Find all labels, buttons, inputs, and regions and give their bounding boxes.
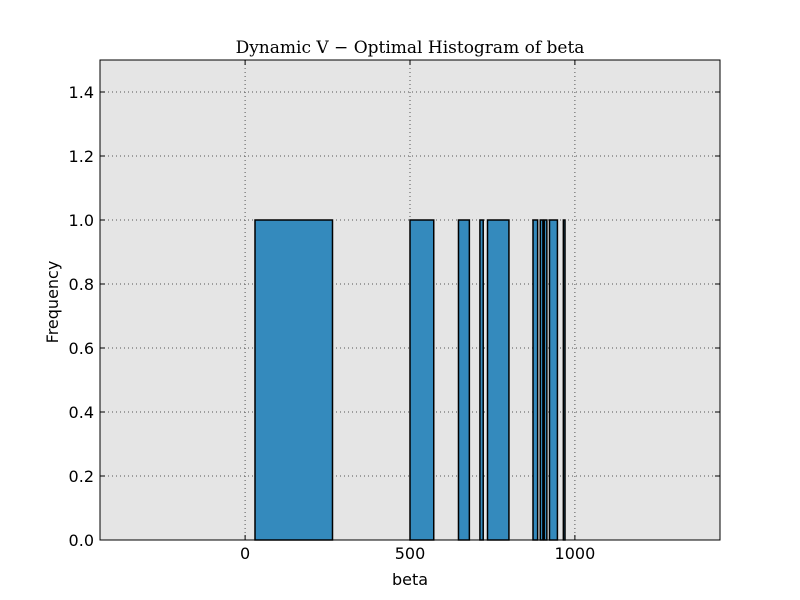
y-tick-label: 1.4 [69, 83, 94, 102]
x-axis-label: beta [392, 570, 428, 589]
y-tick-label: 0.4 [69, 403, 94, 422]
histogram-bar [457, 219, 471, 541]
histogram-bar [532, 219, 539, 541]
y-tick-label: 1.2 [69, 147, 94, 166]
histogram-bar [562, 219, 566, 541]
x-tick-label: 500 [395, 544, 426, 563]
histogram-bar [486, 219, 510, 541]
histogram-bar [548, 219, 559, 541]
y-tick-label: 1.0 [69, 211, 94, 230]
y-tick-label: 0.0 [69, 531, 94, 550]
y-axis-label: Frequency [43, 261, 62, 344]
y-tick-label: 0.2 [69, 467, 94, 486]
histogram-bar [539, 219, 544, 541]
histogram-bar [479, 219, 484, 541]
x-tick-label: 1000 [555, 544, 596, 563]
histogram-bar [543, 219, 548, 541]
bars [254, 219, 566, 541]
y-tick-label: 0.6 [69, 339, 94, 358]
y-tick-label: 0.8 [69, 275, 94, 294]
histogram-bar [409, 219, 435, 541]
ticks: 0.0 0.2 0.4 0.6 0.8 1.0 1.2 1.4 0 500 1000 [69, 60, 720, 563]
x-tick-label: 0 [240, 544, 250, 563]
histogram-bar [254, 219, 334, 541]
chart-title: Dynamic V − Optimal Histogram of beta [236, 38, 585, 58]
